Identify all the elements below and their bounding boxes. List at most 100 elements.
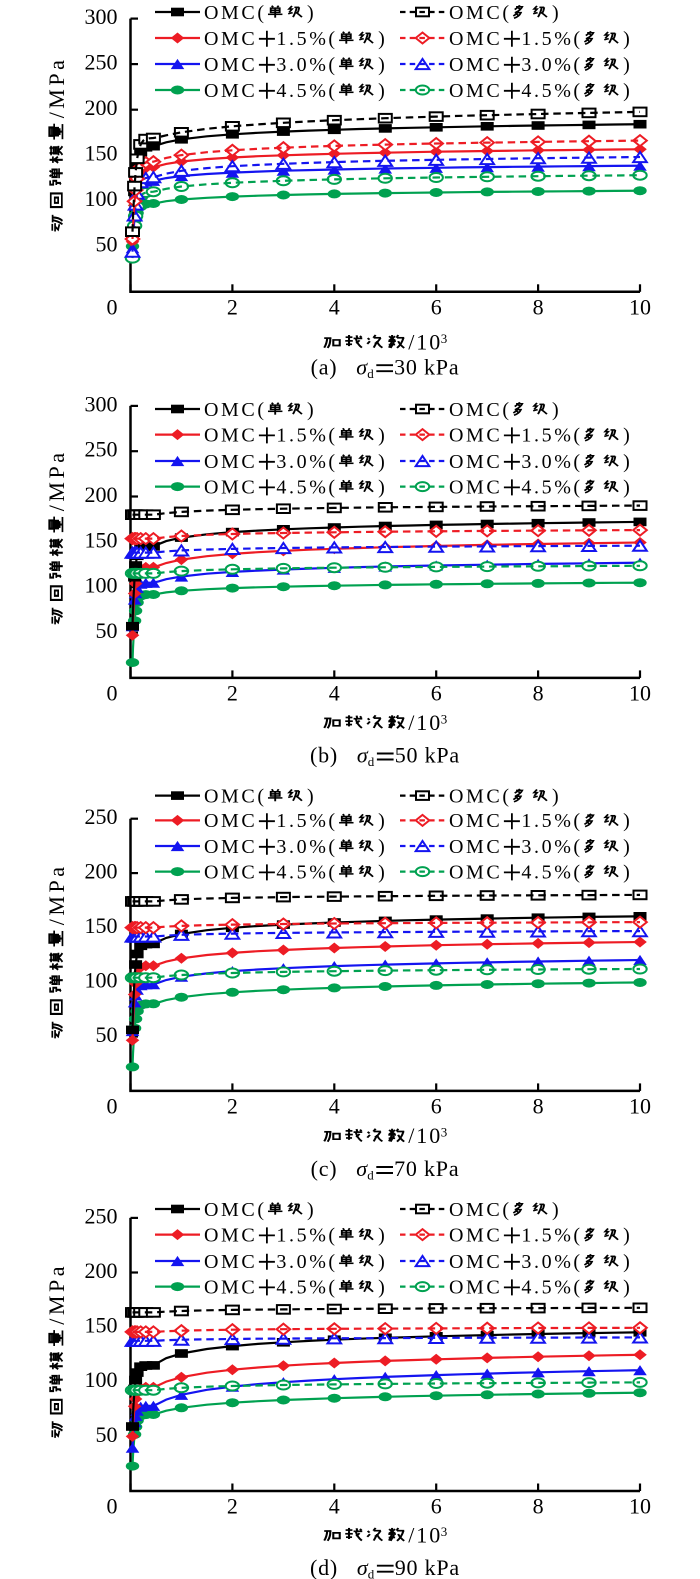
svg-text:250: 250 <box>85 804 118 829</box>
svg-text:): ) <box>552 2 561 24</box>
svg-text:): ) <box>307 785 316 807</box>
svg-text:3.0%: 3.0% <box>521 54 573 76</box>
svg-text:OMC: OMC <box>449 836 502 858</box>
svg-text:70: 70 <box>394 1156 418 1181</box>
svg-text:2: 2 <box>227 1494 238 1519</box>
svg-text:3: 3 <box>441 1524 448 1539</box>
svg-text:): ) <box>378 810 387 832</box>
svg-text:0: 0 <box>107 681 118 706</box>
svg-text:): ) <box>552 399 561 421</box>
svg-text:(: ( <box>573 1224 582 1246</box>
svg-text:150: 150 <box>85 141 118 166</box>
svg-text:150: 150 <box>85 913 118 938</box>
svg-text:OMC: OMC <box>449 424 502 446</box>
svg-text:σ: σ <box>356 354 368 379</box>
svg-text:kPa: kPa <box>424 354 459 379</box>
svg-text:4.5%: 4.5% <box>521 80 573 102</box>
svg-text:d: d <box>368 754 375 769</box>
svg-text:/10: /10 <box>408 710 442 735</box>
svg-text:OMC: OMC <box>449 399 502 421</box>
svg-text:d: d <box>368 1566 375 1579</box>
svg-text:(c): (c) <box>311 1156 338 1181</box>
svg-text:250: 250 <box>85 437 118 462</box>
svg-text:1.5%: 1.5% <box>521 810 573 832</box>
svg-text:kPa: kPa <box>424 1156 459 1181</box>
svg-text:(d): (d) <box>310 1555 338 1579</box>
svg-text:(: ( <box>573 451 582 473</box>
svg-text:3.0%: 3.0% <box>521 836 573 858</box>
svg-text:2: 2 <box>227 295 238 320</box>
svg-text:OMC: OMC <box>204 54 257 76</box>
svg-text:200: 200 <box>85 859 118 884</box>
svg-text:0: 0 <box>107 1094 118 1119</box>
svg-text:OMC: OMC <box>449 1224 502 1246</box>
svg-text:(: ( <box>573 28 582 50</box>
svg-text:100: 100 <box>85 967 118 992</box>
svg-text:2: 2 <box>227 681 238 706</box>
svg-text:OMC: OMC <box>204 861 257 883</box>
svg-text:OMC: OMC <box>449 785 502 807</box>
svg-text:OMC: OMC <box>449 476 502 498</box>
svg-text:d: d <box>367 1168 374 1183</box>
svg-text:OMC: OMC <box>449 810 502 832</box>
svg-text:σ: σ <box>356 1156 368 1181</box>
svg-text:/10: /10 <box>408 1123 442 1148</box>
svg-text:OMC: OMC <box>204 1199 257 1221</box>
svg-text:OMC: OMC <box>449 861 502 883</box>
svg-text:): ) <box>623 1276 632 1298</box>
svg-text:): ) <box>378 1251 387 1273</box>
svg-text:8: 8 <box>533 681 544 706</box>
svg-text:(: ( <box>573 1276 582 1298</box>
svg-text:(: ( <box>328 451 337 473</box>
svg-text:/10: /10 <box>408 1522 442 1547</box>
svg-text:50: 50 <box>96 1022 118 1047</box>
svg-text:(: ( <box>257 2 266 24</box>
svg-text:): ) <box>623 54 632 76</box>
svg-text:/MPa: /MPa <box>44 1263 69 1325</box>
svg-text:OMC: OMC <box>204 1224 257 1246</box>
svg-text:): ) <box>307 399 316 421</box>
svg-text:(: ( <box>328 1276 337 1298</box>
svg-text:(: ( <box>328 1224 337 1246</box>
svg-text:): ) <box>623 80 632 102</box>
svg-text:): ) <box>378 1276 387 1298</box>
svg-text:(: ( <box>502 399 511 421</box>
svg-text:10: 10 <box>629 1094 651 1119</box>
svg-text:(: ( <box>328 54 337 76</box>
svg-text:OMC: OMC <box>204 1251 257 1273</box>
svg-text:OMC: OMC <box>204 424 257 446</box>
svg-text:4: 4 <box>329 295 340 320</box>
svg-text:50: 50 <box>96 618 118 643</box>
svg-text:OMC: OMC <box>204 810 257 832</box>
svg-text:4: 4 <box>329 681 340 706</box>
svg-text:(: ( <box>328 80 337 102</box>
svg-text:OMC: OMC <box>449 1251 502 1273</box>
svg-text:6: 6 <box>431 295 442 320</box>
svg-text:): ) <box>378 80 387 102</box>
svg-text:(: ( <box>328 424 337 446</box>
svg-text:1.5%: 1.5% <box>521 1224 573 1246</box>
svg-text:(: ( <box>573 861 582 883</box>
svg-text:50: 50 <box>395 743 419 768</box>
svg-text:/10: /10 <box>408 330 442 355</box>
svg-text:90: 90 <box>395 1555 419 1579</box>
svg-text:σ: σ <box>357 743 369 768</box>
svg-text:4.5%: 4.5% <box>521 1276 573 1298</box>
svg-text:(: ( <box>328 28 337 50</box>
svg-text:0: 0 <box>107 295 118 320</box>
svg-text:): ) <box>623 1224 632 1246</box>
svg-text:OMC: OMC <box>204 2 257 24</box>
svg-text:(: ( <box>573 424 582 446</box>
svg-text:(: ( <box>328 810 337 832</box>
svg-text:(: ( <box>257 399 266 421</box>
svg-text:3: 3 <box>441 1125 448 1140</box>
svg-text:3: 3 <box>441 331 448 346</box>
svg-text:1.5%: 1.5% <box>276 424 328 446</box>
svg-text:4.5%: 4.5% <box>276 80 328 102</box>
svg-text:4.5%: 4.5% <box>276 861 328 883</box>
svg-text:3.0%: 3.0% <box>521 1251 573 1273</box>
svg-text:100: 100 <box>85 573 118 598</box>
svg-text:50: 50 <box>96 232 118 257</box>
svg-text:kPa: kPa <box>425 743 460 768</box>
svg-text:1.5%: 1.5% <box>521 424 573 446</box>
